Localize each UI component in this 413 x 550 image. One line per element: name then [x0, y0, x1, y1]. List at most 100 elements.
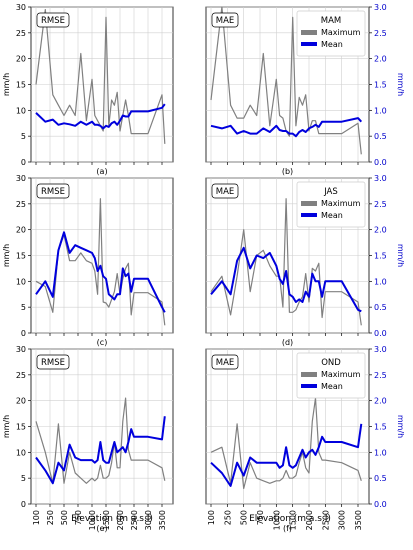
- y-tick-label: 10: [16, 106, 26, 115]
- right-y-tick-label: 3.0: [374, 174, 387, 183]
- right-y-tick-label: 2.0: [374, 55, 387, 64]
- y-tick-label: 0: [21, 500, 26, 509]
- y-tick-label: 5: [21, 474, 26, 483]
- xlabel-left: Elevation (m a.s.l): [71, 514, 153, 524]
- legend-label-maximum: Maximum: [321, 28, 361, 37]
- y-tick-label: 20: [16, 226, 26, 235]
- x-tick-label: 2500: [130, 510, 139, 530]
- x-tick-label: 100: [207, 510, 216, 525]
- panel-label: (d): [282, 338, 293, 347]
- y-tick-label: 10: [16, 448, 26, 457]
- x-tick-label: 500: [60, 510, 69, 525]
- legend-label-mean: Mean: [321, 211, 343, 220]
- y-tick-label: 30: [16, 3, 26, 12]
- panel-e: 0 5 10 15 20 25 30 mm/h 100 250 500 750 1000 1500 2000…: [2, 345, 174, 533]
- y-tick-label: 20: [16, 397, 26, 406]
- panel-a: 0 5 10 15 20 25 30 mm/h RMSE (a): [2, 3, 174, 176]
- metric-label: MAE: [216, 187, 235, 197]
- right-y-tick-label: 3.0: [374, 3, 387, 12]
- legend-label-maximum: Maximum: [321, 199, 361, 208]
- right-y-tick-label: 3.0: [374, 345, 387, 354]
- legend-title: MAM: [321, 16, 341, 26]
- series-mean-line: [210, 117, 363, 138]
- right-y-tick-label: 2.5: [374, 371, 387, 380]
- metric-label: MAE: [216, 358, 235, 368]
- x-tick-label: 3500: [354, 510, 363, 530]
- panel-label: (a): [96, 167, 107, 176]
- legend-label-maximum: Maximum: [321, 370, 361, 379]
- y-tick-label: 15: [16, 252, 26, 261]
- metric-label: RMSE: [41, 16, 65, 26]
- right-y-tick-label: 0.0: [374, 500, 387, 509]
- x-tick-label: 3000: [338, 510, 347, 530]
- right-y-tick-label: 0.0: [374, 158, 387, 167]
- right-y-tick-label: 2.5: [374, 29, 387, 38]
- y-tick-label: 30: [16, 174, 26, 183]
- legend-label-mean: Mean: [321, 40, 343, 49]
- series-mean-line: [210, 423, 363, 487]
- right-y-tick-label: 1.5: [374, 81, 387, 90]
- right-y-axis-label: mm/h: [396, 244, 405, 267]
- metric-label-box: [211, 354, 239, 370]
- legend-swatch-maximum: [301, 201, 317, 206]
- y-tick-label: 0: [21, 329, 26, 338]
- x-tick-label: 3000: [144, 510, 153, 530]
- left-y-axis-label: mm/h: [2, 415, 11, 438]
- legend-swatch-mean: [301, 42, 317, 46]
- legend-label-mean: Mean: [321, 382, 343, 391]
- y-tick-label: 25: [16, 200, 26, 209]
- y-tick-label: 25: [16, 371, 26, 380]
- x-tick-label: 1000: [272, 510, 281, 530]
- metric-label: RMSE: [41, 358, 65, 368]
- series-mean-line: [35, 416, 166, 485]
- metric-label-box: [36, 12, 70, 28]
- legend-title: JAS: [323, 187, 338, 197]
- right-y-tick-label: 1.0: [374, 448, 387, 457]
- y-tick-label: 25: [16, 29, 26, 38]
- legend-swatch-mean: [301, 384, 317, 388]
- series-mean-line: [210, 246, 362, 313]
- y-tick-label: 20: [16, 55, 26, 64]
- panel-label: (f): [283, 524, 292, 533]
- series-maximum-line: [35, 397, 166, 484]
- y-tick-label: 15: [16, 423, 26, 432]
- metric-label-box: [36, 183, 70, 199]
- series-maximum-line: [35, 9, 166, 144]
- metric-label: MAE: [216, 16, 235, 26]
- x-tick-label: 250: [223, 510, 232, 525]
- panels-group: 0 5 10 15 20 25 30 mm/h RMSE (a) 0.0 0.5 1.0 1.5 2.0 2.…: [2, 3, 405, 533]
- metric-label-box: [211, 183, 239, 199]
- xlabel-right: Elevation (m a.s.l): [249, 514, 331, 524]
- panel-label: (e): [96, 524, 107, 533]
- right-y-tick-label: 1.5: [374, 423, 387, 432]
- x-tick-label: 1500: [289, 510, 298, 530]
- panel-label: (c): [97, 338, 108, 347]
- metric-label: RMSE: [41, 187, 65, 197]
- left-y-axis-label: mm/h: [2, 73, 11, 96]
- right-y-tick-label: 0.5: [374, 474, 387, 483]
- x-tick-label: 3500: [158, 510, 167, 530]
- y-tick-label: 30: [16, 345, 26, 354]
- y-tick-label: 10: [16, 277, 26, 286]
- panel-c: 0 5 10 15 20 25 30 mm/h RMSE (c): [2, 174, 174, 347]
- right-y-tick-label: 1.0: [374, 106, 387, 115]
- y-tick-label: 15: [16, 81, 26, 90]
- right-y-axis-label: mm/h: [396, 415, 405, 438]
- series-mean-line: [35, 103, 166, 130]
- right-y-tick-label: 0.0: [374, 329, 387, 338]
- right-y-tick-label: 1.0: [374, 277, 387, 286]
- right-y-tick-label: 0.5: [374, 132, 387, 141]
- x-tick-label: 500: [240, 510, 249, 525]
- panel-label: (b): [282, 167, 293, 176]
- panel-d: 0.0 0.5 1.0 1.5 2.0 2.5 3.0 mm/h MAE JAS Maximum Me…: [205, 174, 405, 347]
- right-y-tick-label: 2.0: [374, 226, 387, 235]
- right-y-tick-label: 2.5: [374, 200, 387, 209]
- right-y-tick-label: 2.0: [374, 397, 387, 406]
- x-tick-label: 2500: [321, 510, 330, 530]
- y-tick-label: 5: [21, 303, 26, 312]
- legend-title: OND: [321, 358, 341, 368]
- x-tick-label: 2000: [116, 510, 125, 530]
- x-tick-label: 2000: [305, 510, 314, 530]
- series-maximum-line: [210, 397, 362, 490]
